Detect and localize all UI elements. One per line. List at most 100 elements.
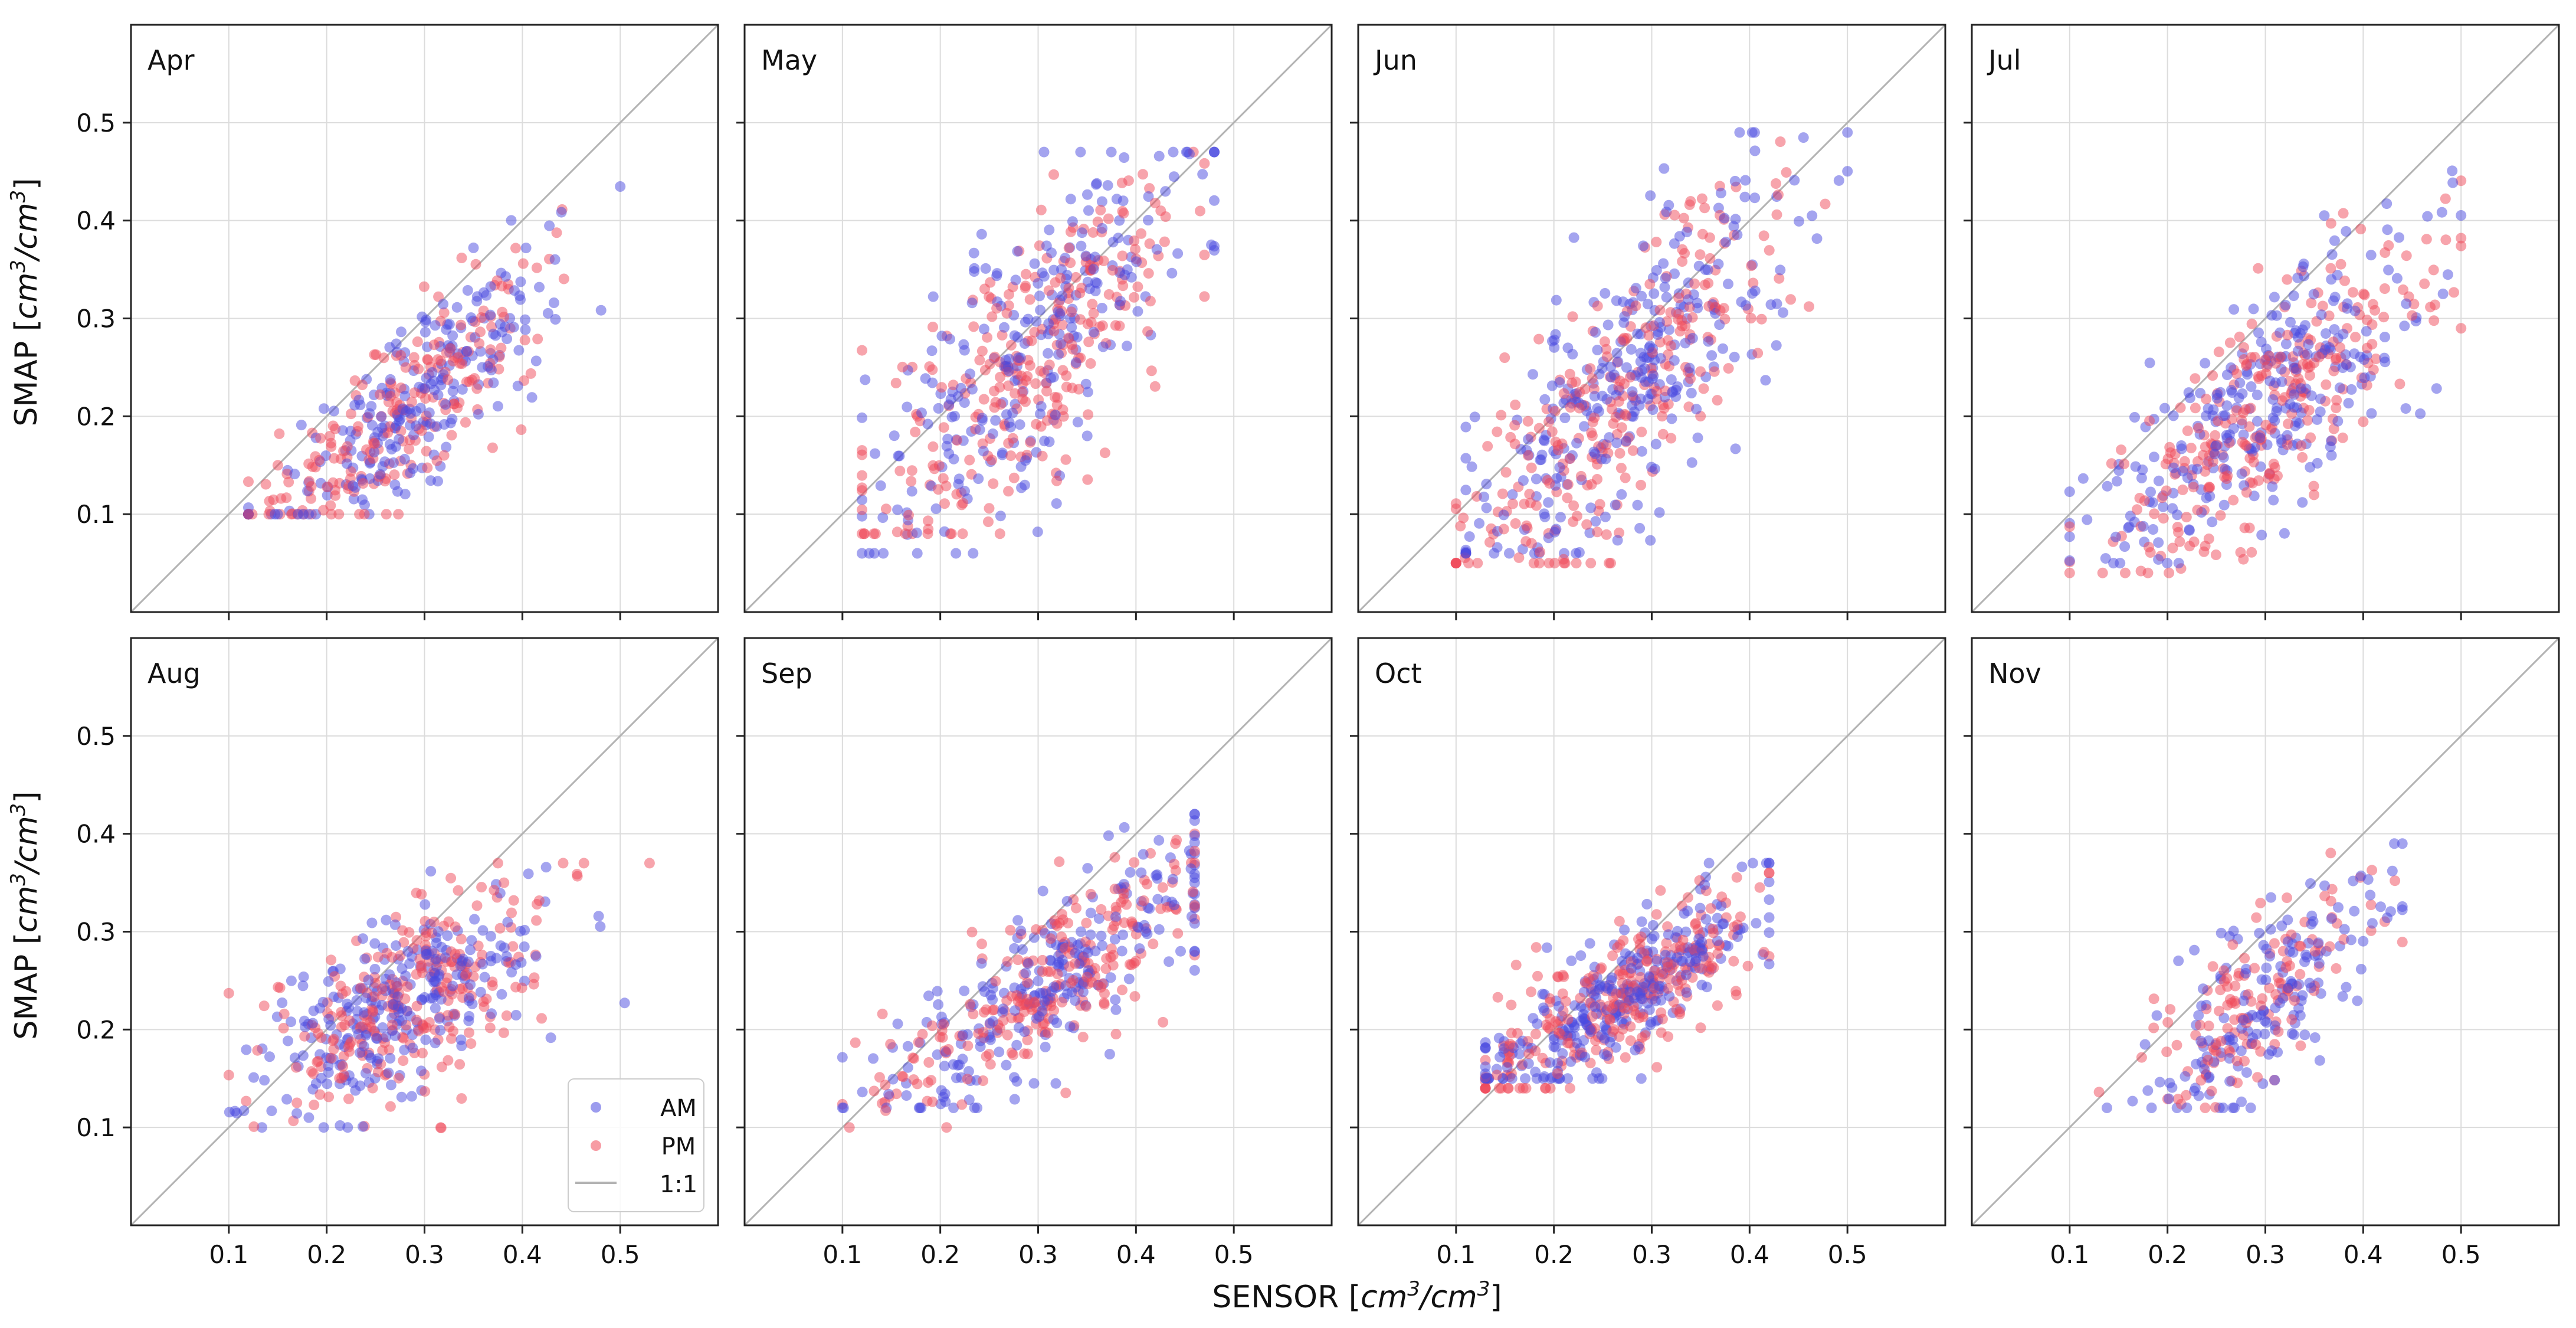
point-pm <box>1116 897 1127 908</box>
point-am <box>520 324 531 335</box>
point-pm <box>943 1044 954 1055</box>
point-pm <box>2204 482 2215 492</box>
panel-title: Jul <box>1987 44 2021 76</box>
legend-frame <box>568 1078 704 1212</box>
point-am <box>1009 1072 1020 1083</box>
point-am <box>1081 430 1093 441</box>
one-to-one-line <box>1971 24 2560 613</box>
point-pm <box>1540 1082 1551 1094</box>
point-pm <box>484 1022 496 1033</box>
point-am <box>1651 956 1663 967</box>
point-pm <box>994 528 1005 539</box>
point-am <box>1089 251 1100 263</box>
point-am <box>2383 264 2394 276</box>
point-pm <box>1099 997 1110 1008</box>
point-am <box>2276 434 2287 445</box>
point-pm <box>476 882 487 893</box>
point-pm <box>2367 865 2378 876</box>
point-am <box>1530 1067 1541 1078</box>
point-am <box>2280 300 2291 311</box>
point-pm <box>1026 335 1037 346</box>
point-pm <box>1199 158 1210 169</box>
point-am <box>2337 362 2348 373</box>
point-am <box>1134 943 1145 954</box>
point-am <box>318 1122 329 1133</box>
point-pm <box>260 479 271 490</box>
point-pm <box>2253 263 2264 274</box>
point-pm <box>2229 1014 2240 1025</box>
point-am <box>1746 127 1758 138</box>
point-am <box>1460 485 1471 496</box>
point-am <box>523 868 534 879</box>
point-am <box>396 1015 408 1026</box>
point-am <box>2319 210 2330 221</box>
point-am <box>2200 358 2211 369</box>
point-pm <box>857 504 867 515</box>
point-am <box>530 355 542 367</box>
point-pm <box>1596 962 1607 973</box>
point-pm <box>951 489 962 500</box>
point-am <box>1593 984 1604 995</box>
point-pm <box>1619 1003 1630 1013</box>
point-pm <box>422 462 433 473</box>
point-pm <box>968 1009 979 1020</box>
point-am <box>1597 363 1608 374</box>
point-am <box>2333 902 2344 913</box>
point-pm <box>2210 1102 2221 1113</box>
point-am <box>325 1020 336 1031</box>
point-pm <box>1480 1082 1491 1094</box>
point-am <box>2241 1067 2252 1078</box>
point-am <box>987 428 998 439</box>
point-pm <box>974 355 985 366</box>
point-am <box>358 933 368 944</box>
point-pm <box>1587 416 1598 427</box>
point-am <box>1138 849 1149 860</box>
point-pm <box>2064 567 2075 578</box>
point-am <box>2382 912 2393 923</box>
point-pm <box>912 1078 923 1090</box>
point-pm <box>1129 991 1140 1002</box>
point-am <box>1706 350 1718 361</box>
point-am <box>1116 946 1128 957</box>
point-pm <box>1110 1029 1122 1040</box>
point-am <box>519 941 530 952</box>
point-pm <box>857 485 867 496</box>
point-pm <box>1705 253 1716 264</box>
point-pm <box>1482 441 1493 452</box>
point-pm <box>1095 205 1106 215</box>
point-pm <box>995 399 1007 410</box>
point-pm <box>2177 484 2188 495</box>
point-am <box>2267 394 2279 405</box>
point-am <box>2306 390 2317 401</box>
point-am <box>1635 356 1646 367</box>
point-am <box>2367 918 2378 929</box>
point-pm <box>2309 946 2321 957</box>
point-am <box>2279 528 2290 539</box>
point-am <box>1019 1026 1030 1037</box>
point-pm <box>1513 552 1525 563</box>
point-pm <box>1533 333 1545 345</box>
point-am <box>2228 423 2239 434</box>
point-am <box>1014 419 1025 430</box>
point-pm <box>1504 1050 1515 1061</box>
point-pm <box>1503 1082 1514 1094</box>
point-am <box>1109 934 1120 945</box>
point-am <box>391 420 402 431</box>
point-pm <box>1562 1038 1574 1049</box>
point-am <box>1807 210 1818 221</box>
point-am <box>1686 457 1697 468</box>
point-pm <box>2149 508 2160 519</box>
point-pm <box>551 227 562 238</box>
point-am <box>1481 502 1492 513</box>
point-am <box>974 424 985 435</box>
point-pm <box>531 915 542 926</box>
point-am <box>445 417 456 429</box>
point-am <box>1151 244 1162 255</box>
point-pm <box>1742 960 1754 972</box>
point-am <box>1131 256 1142 267</box>
point-pm <box>1530 1029 1541 1039</box>
point-pm <box>1607 1026 1618 1037</box>
point-pm <box>1562 1013 1574 1025</box>
x-axis-label: SENSOR [cm3/cm3] <box>1212 1277 1502 1315</box>
point-am <box>1575 950 1587 961</box>
